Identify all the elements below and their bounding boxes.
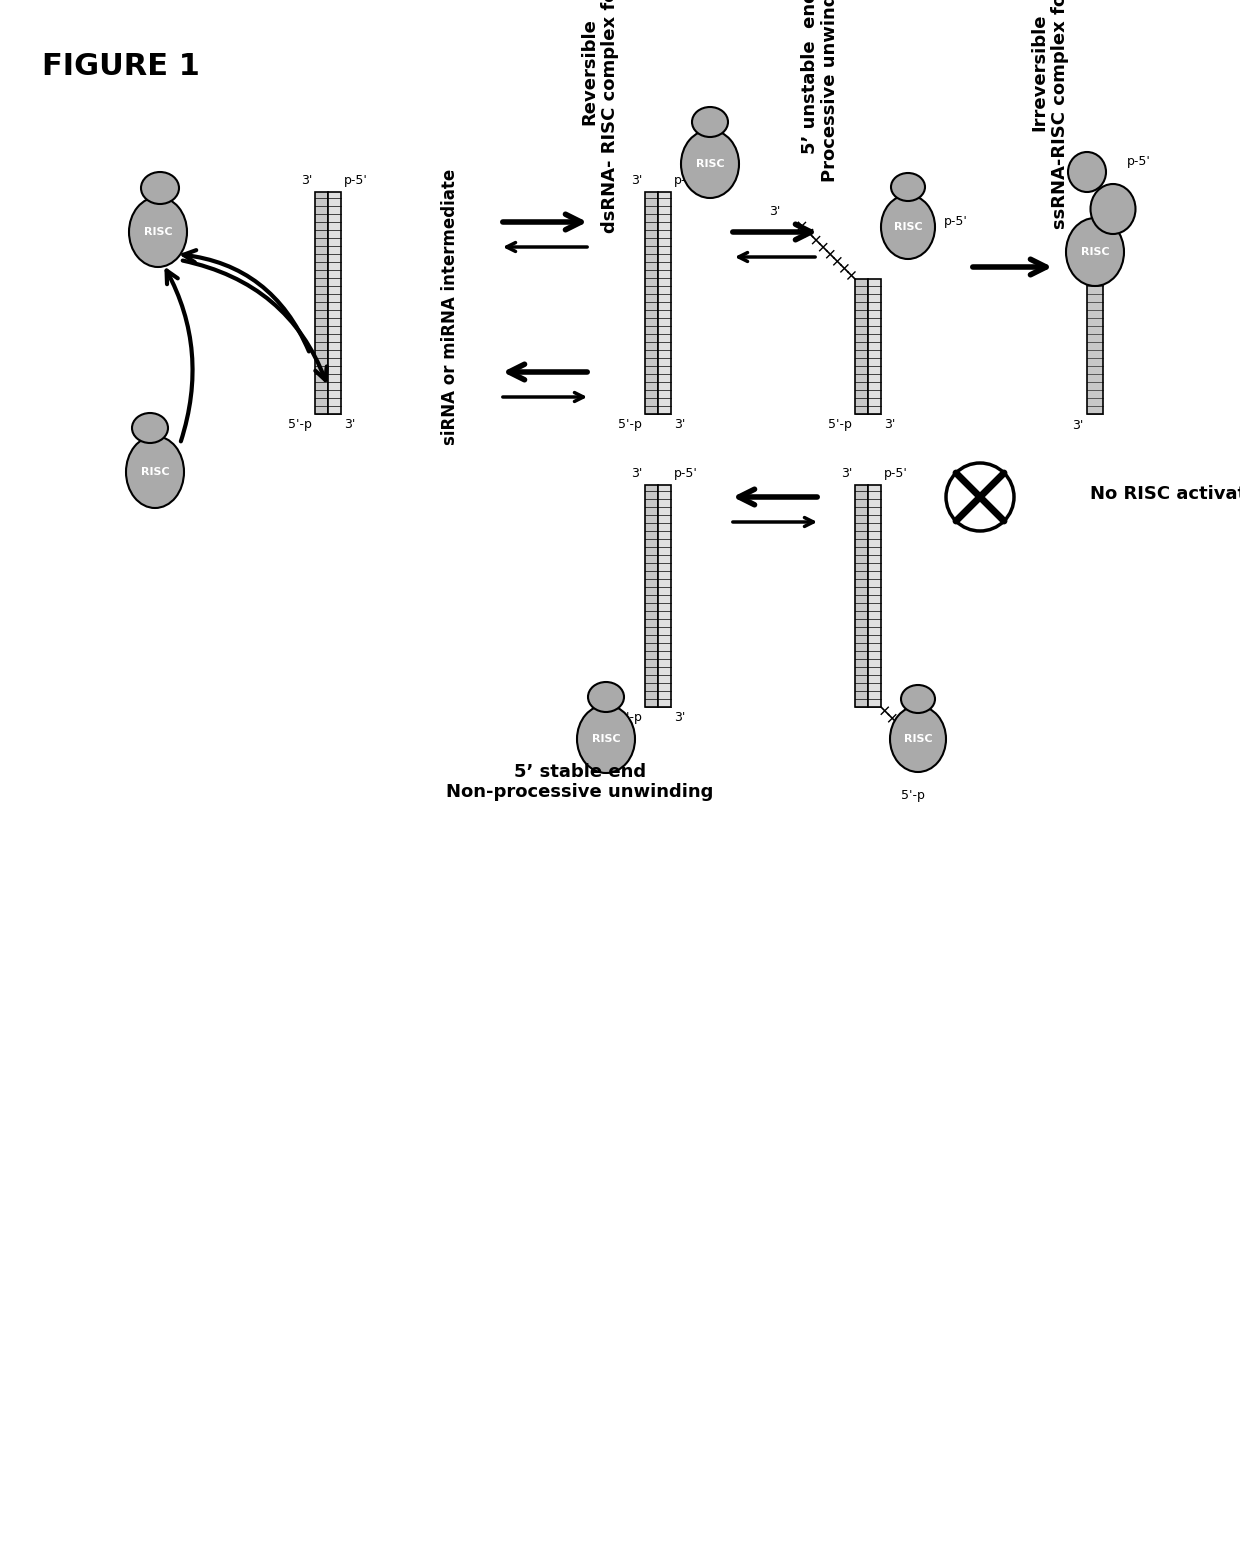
Bar bbox=[645, 192, 658, 414]
Ellipse shape bbox=[692, 108, 728, 137]
Text: 3': 3' bbox=[675, 711, 686, 725]
Bar bbox=[856, 484, 868, 708]
FancyArrowPatch shape bbox=[184, 250, 309, 351]
Text: RISC: RISC bbox=[144, 226, 172, 237]
Text: p-5': p-5' bbox=[343, 173, 368, 187]
FancyArrowPatch shape bbox=[508, 364, 588, 380]
FancyArrowPatch shape bbox=[507, 242, 588, 251]
Text: RISC: RISC bbox=[696, 159, 724, 169]
Text: p-5': p-5' bbox=[1127, 156, 1151, 169]
Text: siRNA or miRNA intermediate: siRNA or miRNA intermediate bbox=[441, 169, 459, 445]
Text: RISC: RISC bbox=[904, 734, 932, 744]
Text: 3': 3' bbox=[769, 206, 780, 219]
Text: 5'-p: 5'-p bbox=[828, 419, 852, 431]
Text: 3': 3' bbox=[343, 419, 356, 431]
Text: p-5': p-5' bbox=[675, 173, 698, 187]
Text: 5’ unstable  end
Processive unwinding: 5’ unstable end Processive unwinding bbox=[801, 0, 839, 183]
Bar bbox=[868, 280, 880, 414]
Text: 5'-p: 5'-p bbox=[288, 419, 312, 431]
Text: 3': 3' bbox=[1071, 419, 1083, 433]
Text: p-5': p-5' bbox=[884, 467, 908, 480]
Bar bbox=[315, 192, 329, 414]
FancyArrowPatch shape bbox=[972, 259, 1047, 275]
Text: 3': 3' bbox=[675, 419, 686, 431]
Ellipse shape bbox=[126, 436, 184, 508]
Text: RISC: RISC bbox=[591, 734, 620, 744]
Text: 5’ stable end
Non-processive unwinding: 5’ stable end Non-processive unwinding bbox=[446, 762, 714, 801]
Text: 3': 3' bbox=[631, 173, 642, 187]
FancyArrowPatch shape bbox=[502, 214, 582, 230]
Ellipse shape bbox=[880, 195, 935, 259]
Ellipse shape bbox=[681, 130, 739, 198]
Ellipse shape bbox=[131, 412, 167, 444]
Ellipse shape bbox=[892, 173, 925, 201]
Text: p-5': p-5' bbox=[675, 467, 698, 480]
Bar bbox=[658, 484, 671, 708]
Ellipse shape bbox=[901, 686, 935, 712]
Text: 3': 3' bbox=[631, 467, 642, 480]
Text: Irreversible
ssRNA-RISC complex formation: Irreversible ssRNA-RISC complex formatio… bbox=[1030, 0, 1069, 230]
Bar bbox=[645, 484, 658, 708]
FancyArrowPatch shape bbox=[182, 261, 327, 380]
FancyArrowPatch shape bbox=[502, 392, 583, 401]
Ellipse shape bbox=[1090, 184, 1136, 234]
Text: 3': 3' bbox=[300, 173, 312, 187]
Text: 5'-p: 5'-p bbox=[618, 419, 642, 431]
Text: RISC: RISC bbox=[894, 222, 923, 233]
Ellipse shape bbox=[588, 683, 624, 712]
Ellipse shape bbox=[129, 197, 187, 267]
Text: 5'-p: 5'-p bbox=[618, 711, 642, 725]
Ellipse shape bbox=[577, 704, 635, 773]
Text: 3': 3' bbox=[884, 419, 895, 431]
Bar bbox=[868, 484, 880, 708]
Text: Reversible
dsRNA- RISC complex formation: Reversible dsRNA- RISC complex formation bbox=[580, 0, 620, 233]
Bar bbox=[856, 280, 868, 414]
Text: p-5': p-5' bbox=[944, 216, 968, 228]
Text: 5'-p: 5'-p bbox=[901, 789, 925, 801]
Bar bbox=[1087, 284, 1104, 414]
Text: No RISC activation: No RISC activation bbox=[1090, 484, 1240, 503]
Ellipse shape bbox=[141, 172, 179, 205]
Bar bbox=[658, 192, 671, 414]
Bar bbox=[329, 192, 341, 414]
Ellipse shape bbox=[1068, 152, 1106, 192]
Ellipse shape bbox=[1066, 219, 1123, 286]
Text: 3': 3' bbox=[841, 467, 852, 480]
FancyArrowPatch shape bbox=[739, 489, 817, 505]
FancyArrowPatch shape bbox=[733, 517, 813, 526]
FancyArrowPatch shape bbox=[166, 270, 192, 442]
Text: RISC: RISC bbox=[140, 467, 170, 476]
Ellipse shape bbox=[890, 706, 946, 772]
Text: RISC: RISC bbox=[1081, 247, 1110, 258]
FancyArrowPatch shape bbox=[733, 225, 811, 241]
Text: FIGURE 1: FIGURE 1 bbox=[42, 52, 200, 81]
FancyArrowPatch shape bbox=[739, 253, 815, 261]
